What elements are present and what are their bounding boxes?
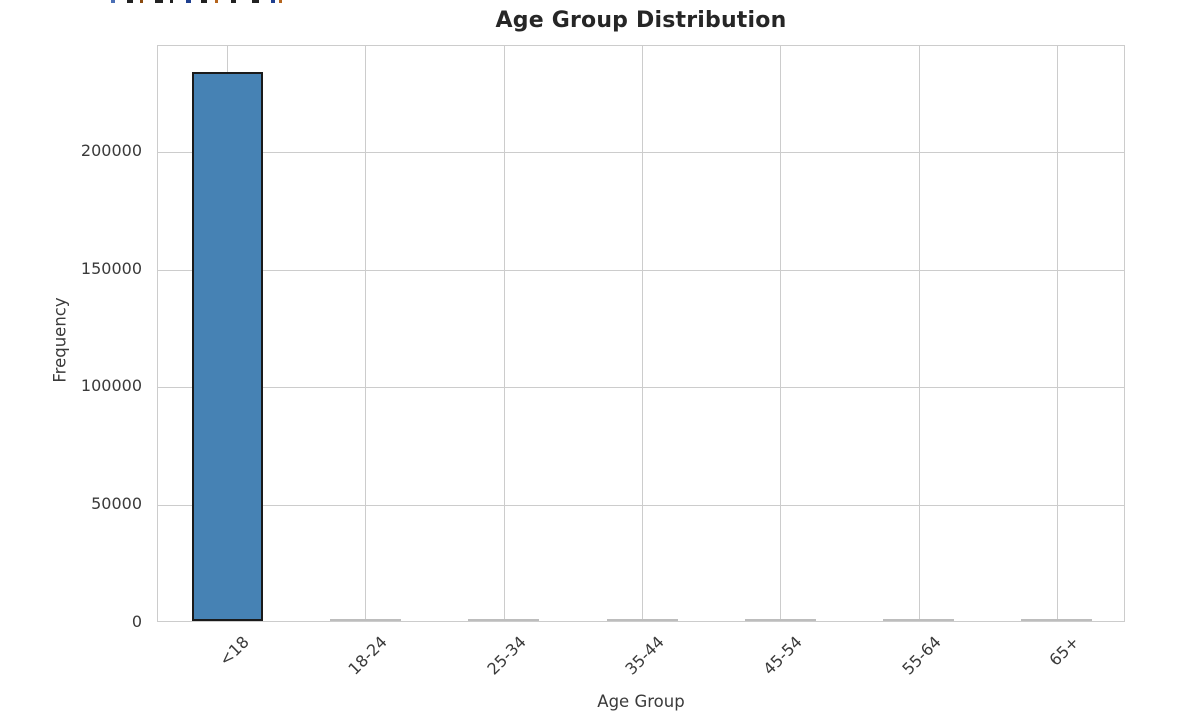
- gridline-horizontal: [158, 505, 1124, 507]
- chart-title: Age Group Distribution: [495, 8, 787, 33]
- y-tick-label: 150000: [80, 259, 142, 278]
- gridline-horizontal: [158, 269, 1124, 271]
- gridline-horizontal: [158, 151, 1124, 153]
- clipped-glyph-fragment: [279, 0, 282, 3]
- y-tick-label: 0: [131, 612, 142, 631]
- bar-65+: [1021, 619, 1092, 621]
- plot-area: [157, 45, 1125, 622]
- gridline-vertical: [780, 46, 781, 621]
- y-tick-label: 100000: [80, 376, 142, 395]
- gridline-vertical: [1057, 46, 1058, 621]
- gridline-vertical: [365, 46, 366, 621]
- x-axis-label: Age Group: [597, 692, 685, 711]
- y-tick-label: 200000: [80, 141, 142, 160]
- bar-25-34: [468, 619, 539, 621]
- clipped-glyph-fragment: [215, 0, 218, 3]
- clipped-glyph-fragment: [127, 0, 133, 3]
- bar-<18: [192, 72, 263, 621]
- clipped-glyph-fragment: [231, 0, 236, 3]
- y-axis-label: Frequency: [50, 297, 70, 383]
- gridline-vertical: [919, 46, 920, 621]
- gridline-vertical: [642, 46, 643, 621]
- clipped-glyph-fragment: [170, 0, 173, 3]
- bar-45-54: [745, 619, 816, 621]
- y-tick-label: 50000: [91, 494, 142, 513]
- bar-35-44: [607, 619, 678, 621]
- bar-55-64: [883, 619, 954, 621]
- clipped-glyph-fragment: [252, 0, 259, 3]
- clipped-glyph-fragment: [186, 0, 191, 3]
- clipped-glyph-fragment: [155, 0, 163, 3]
- clipped-glyph-fragment: [271, 0, 275, 3]
- clipped-glyph-fragment: [201, 0, 207, 3]
- gridline-vertical: [504, 46, 505, 621]
- gridline-horizontal: [158, 387, 1124, 389]
- bar-18-24: [330, 619, 401, 621]
- clipped-glyph-fragment: [140, 0, 143, 3]
- clipped-top-text: [0, 0, 1196, 3]
- clipped-glyph-fragment: [111, 0, 115, 3]
